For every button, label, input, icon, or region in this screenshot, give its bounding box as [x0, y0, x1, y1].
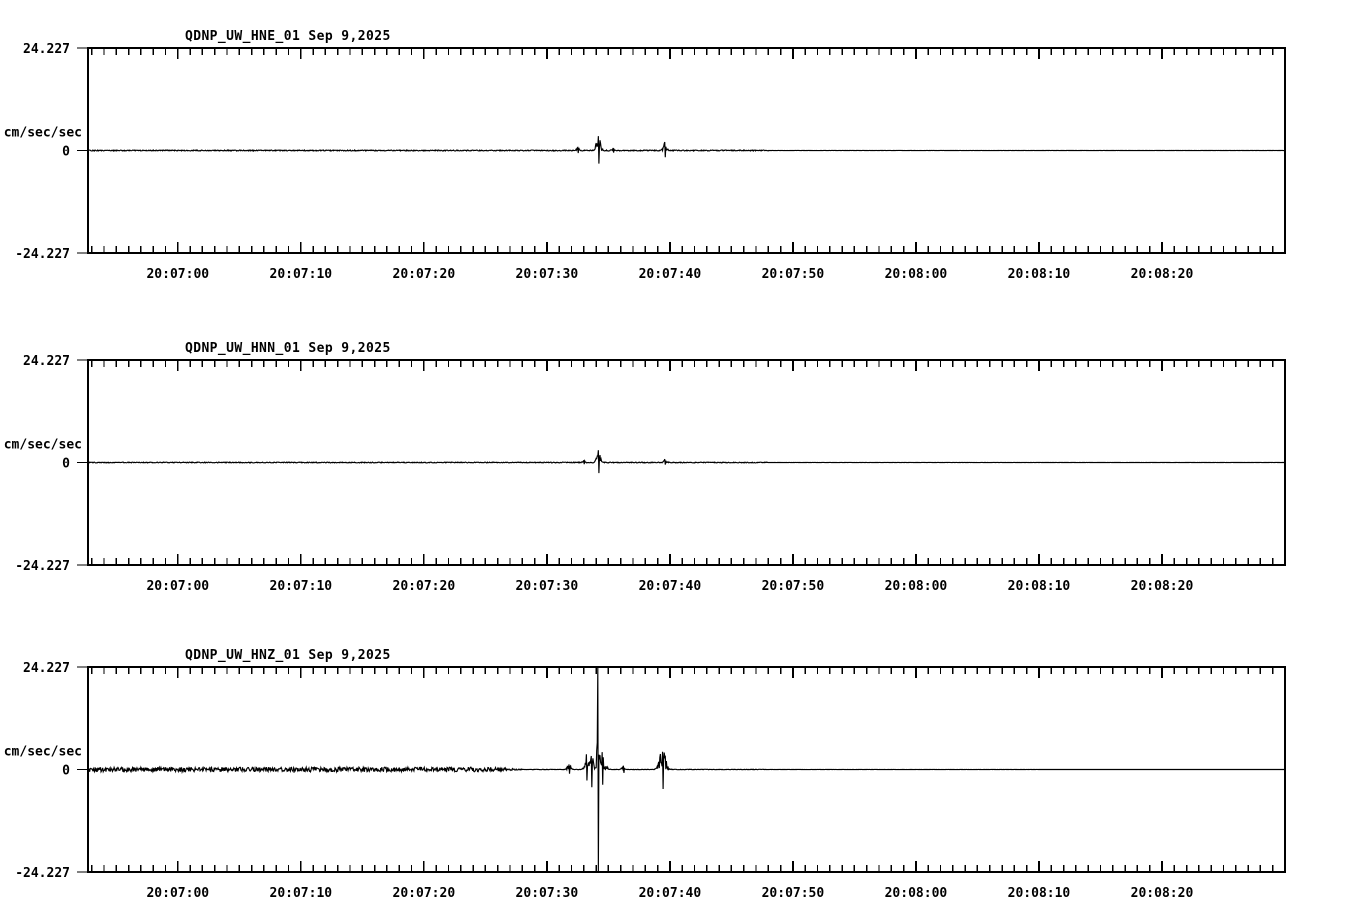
- x-axis-tick-label: 20:08:20: [1131, 886, 1194, 901]
- x-axis-tick-label: 20:07:00: [146, 267, 209, 282]
- x-axis-tick-label: 20:07:10: [270, 886, 333, 901]
- x-axis-tick-label: 20:07:10: [270, 267, 333, 282]
- y-axis-min-label: -24.227: [15, 559, 70, 574]
- x-axis-tick-label: 20:07:40: [639, 886, 702, 901]
- x-axis-tick-label: 20:07:50: [762, 886, 825, 901]
- x-axis-tick-label: 20:08:00: [885, 886, 948, 901]
- waveform-trace: [87, 666, 1286, 873]
- x-axis-tick-label: 20:07:00: [146, 886, 209, 901]
- x-axis-tick-label: 20:07:30: [516, 579, 579, 594]
- y-axis-max-label: 24.227: [23, 661, 70, 676]
- panel-hnn: QDNP_UW_HNN_01 Sep 9,2025 24.227 0 -24.227 c…: [0, 330, 1358, 597]
- x-axis-tick-label: 20:07:40: [639, 579, 702, 594]
- y-axis-units-label: cm/sec/sec: [4, 745, 82, 760]
- panel-title: QDNP_UW_HNE_01 Sep 9,2025: [185, 29, 391, 44]
- x-axis-tick-label: 20:08:20: [1131, 267, 1194, 282]
- x-axis-tick-label: 20:08:00: [885, 267, 948, 282]
- x-axis-tick-label: 20:07:20: [393, 579, 456, 594]
- x-axis-tick-label: 20:07:20: [393, 267, 456, 282]
- x-axis-tick-label: 20:08:10: [1008, 886, 1071, 901]
- y-axis-zero-label: 0: [62, 145, 70, 160]
- x-axis-tick-label: 20:07:30: [516, 886, 579, 901]
- waveform-trace: [87, 136, 1285, 164]
- x-axis-tick-label: 20:07:40: [639, 267, 702, 282]
- x-axis-tick-label: 20:07:50: [762, 579, 825, 594]
- x-axis-tick-label: 20:07:10: [270, 579, 333, 594]
- panel-title: QDNP_UW_HNZ_01 Sep 9,2025: [185, 648, 391, 663]
- x-axis-tick-label: 20:07:20: [393, 886, 456, 901]
- x-axis-tick-label: 20:08:10: [1008, 579, 1071, 594]
- y-axis-max-label: 24.227: [23, 42, 70, 57]
- y-axis-units-label: cm/sec/sec: [4, 438, 82, 453]
- y-axis-min-label: -24.227: [15, 247, 70, 262]
- y-axis-max-label: 24.227: [23, 354, 70, 369]
- panel-title: QDNP_UW_HNN_01 Sep 9,2025: [185, 341, 391, 356]
- y-axis-zero-label: 0: [62, 764, 70, 779]
- y-axis-zero-label: 0: [62, 457, 70, 472]
- x-axis-tick-label: 20:08:10: [1008, 267, 1071, 282]
- x-axis-tick-label: 20:08:00: [885, 579, 948, 594]
- panel-hnz: QDNP_UW_HNZ_01 Sep 9,2025 24.227 0 -24.227 c…: [0, 637, 1358, 904]
- waveform-trace: [87, 450, 1286, 474]
- x-axis-tick-label: 20:07:50: [762, 267, 825, 282]
- y-axis-min-label: -24.227: [15, 866, 70, 881]
- y-axis-units-label: cm/sec/sec: [4, 126, 82, 141]
- panel-hne: QDNP_UW_HNE_01 Sep 9,2025 24.227 0 -24.227 c…: [0, 18, 1358, 285]
- x-axis-tick-label: 20:08:20: [1131, 579, 1194, 594]
- x-axis-tick-label: 20:07:30: [516, 267, 579, 282]
- x-axis-tick-label: 20:07:00: [146, 579, 209, 594]
